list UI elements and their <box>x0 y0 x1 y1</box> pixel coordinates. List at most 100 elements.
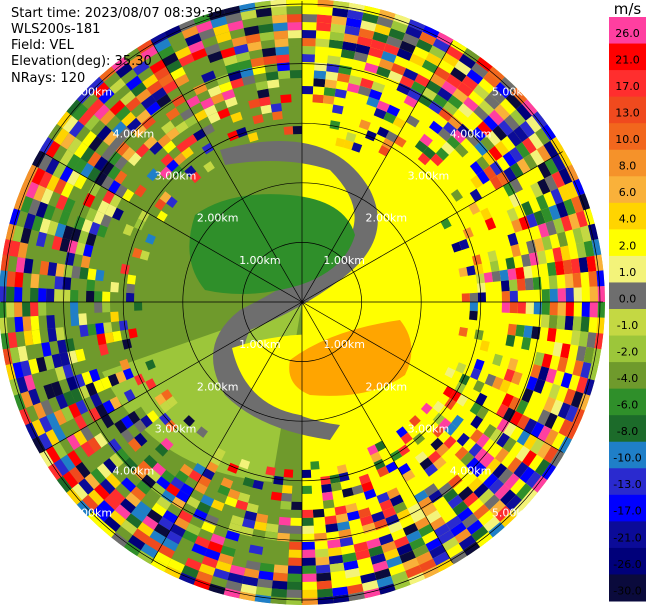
noise-cell <box>460 451 475 467</box>
noise-cell <box>12 361 24 379</box>
noise-cell <box>175 120 189 134</box>
noise-cell <box>507 232 519 247</box>
noise-cell <box>96 125 112 141</box>
noise-cell <box>142 73 159 89</box>
noise-cell <box>154 393 167 406</box>
colorbar-tick-label: 13.0 <box>615 107 640 120</box>
noise-cell <box>80 441 95 458</box>
noise-cell <box>140 414 153 428</box>
noise-cell <box>7 255 18 272</box>
noise-cell <box>360 572 377 584</box>
noise-cell <box>530 406 544 422</box>
noise-cell <box>171 496 186 510</box>
ring-label: 2.00km <box>197 212 239 225</box>
noise-cell <box>38 415 53 433</box>
noise-cell <box>374 23 391 36</box>
noise-cell <box>193 463 206 476</box>
noise-cell <box>533 237 545 253</box>
ring-label: 1.00km <box>239 254 281 267</box>
noise-cell <box>73 142 89 159</box>
noise-cell <box>302 0 318 7</box>
noise-cell <box>94 302 103 313</box>
noise-cell <box>471 462 487 478</box>
noise-cell <box>88 135 104 152</box>
noise-cell <box>469 310 478 321</box>
noise-cell <box>88 407 102 422</box>
noise-cell <box>230 111 243 123</box>
noise-cell <box>67 450 82 467</box>
noise-cell <box>302 30 317 39</box>
noise-cell <box>329 120 341 130</box>
noise-cell <box>476 170 490 185</box>
noise-cell <box>463 541 481 557</box>
noise-cell <box>150 482 166 497</box>
noise-cell <box>31 215 44 232</box>
noise-cell <box>167 31 185 46</box>
noise-cell <box>152 462 167 477</box>
noise-cell <box>383 43 400 56</box>
noise-cell <box>17 242 29 259</box>
noise-cell <box>449 390 462 403</box>
noise-cell <box>90 468 106 485</box>
noise-cell <box>158 516 174 531</box>
noise-cell <box>443 488 459 503</box>
noise-cell <box>376 465 390 478</box>
noise-cell <box>79 324 89 338</box>
noise-cell <box>38 171 53 189</box>
noise-cell <box>240 9 257 21</box>
noise-cell <box>256 578 273 589</box>
noise-cell <box>214 447 226 459</box>
noise-cell <box>334 505 347 516</box>
noise-cell <box>359 515 374 527</box>
noise-cell <box>73 174 88 190</box>
noise-cell <box>86 290 95 302</box>
noise-cell <box>98 499 115 517</box>
noise-cell <box>191 48 208 61</box>
noise-cell <box>52 145 68 162</box>
noise-cell <box>389 494 404 507</box>
noise-cell <box>487 250 498 263</box>
noise-cell <box>270 491 282 501</box>
noise-cell <box>328 554 344 565</box>
noise-cell <box>159 191 172 204</box>
noise-cell <box>38 136 54 154</box>
noise-cell <box>516 103 533 121</box>
noise-cell <box>264 531 278 541</box>
noise-cell <box>104 494 120 511</box>
noise-cell <box>353 51 369 63</box>
noise-cell <box>30 302 39 317</box>
noise-cell <box>241 75 256 86</box>
noise-cell <box>503 422 517 438</box>
noise-cell <box>112 330 123 342</box>
noise-cell <box>442 536 459 552</box>
colorbar-unit: m/s <box>614 0 642 18</box>
noise-cell <box>191 543 208 556</box>
noise-cell <box>516 483 533 501</box>
noise-cell <box>578 393 592 411</box>
noise-cell <box>429 544 446 559</box>
noise-cell <box>224 96 238 108</box>
noise-cell <box>469 188 483 202</box>
noise-cell <box>248 544 264 555</box>
noise-cell <box>317 588 333 598</box>
noise-cell <box>96 333 107 346</box>
noise-cell <box>400 432 413 445</box>
noise-cell <box>331 578 348 589</box>
noise-cell <box>271 111 283 121</box>
noise-cell <box>180 483 194 496</box>
noise-cell <box>126 274 137 285</box>
noise-cell <box>14 316 24 333</box>
noise-cell <box>302 525 315 534</box>
noise-cell <box>290 517 302 526</box>
noise-cell <box>554 260 565 276</box>
noise-cell <box>12 393 26 411</box>
noise-cell <box>338 472 350 482</box>
noise-cell <box>502 407 516 422</box>
colorbar-tick-label: -10.0 <box>613 452 641 465</box>
ppi-grid <box>1 1 603 603</box>
noise-cell <box>557 184 571 202</box>
noise-cell <box>235 51 251 63</box>
colorbar-segment <box>609 574 646 602</box>
noise-cell <box>35 231 47 248</box>
noise-cell <box>535 194 549 211</box>
